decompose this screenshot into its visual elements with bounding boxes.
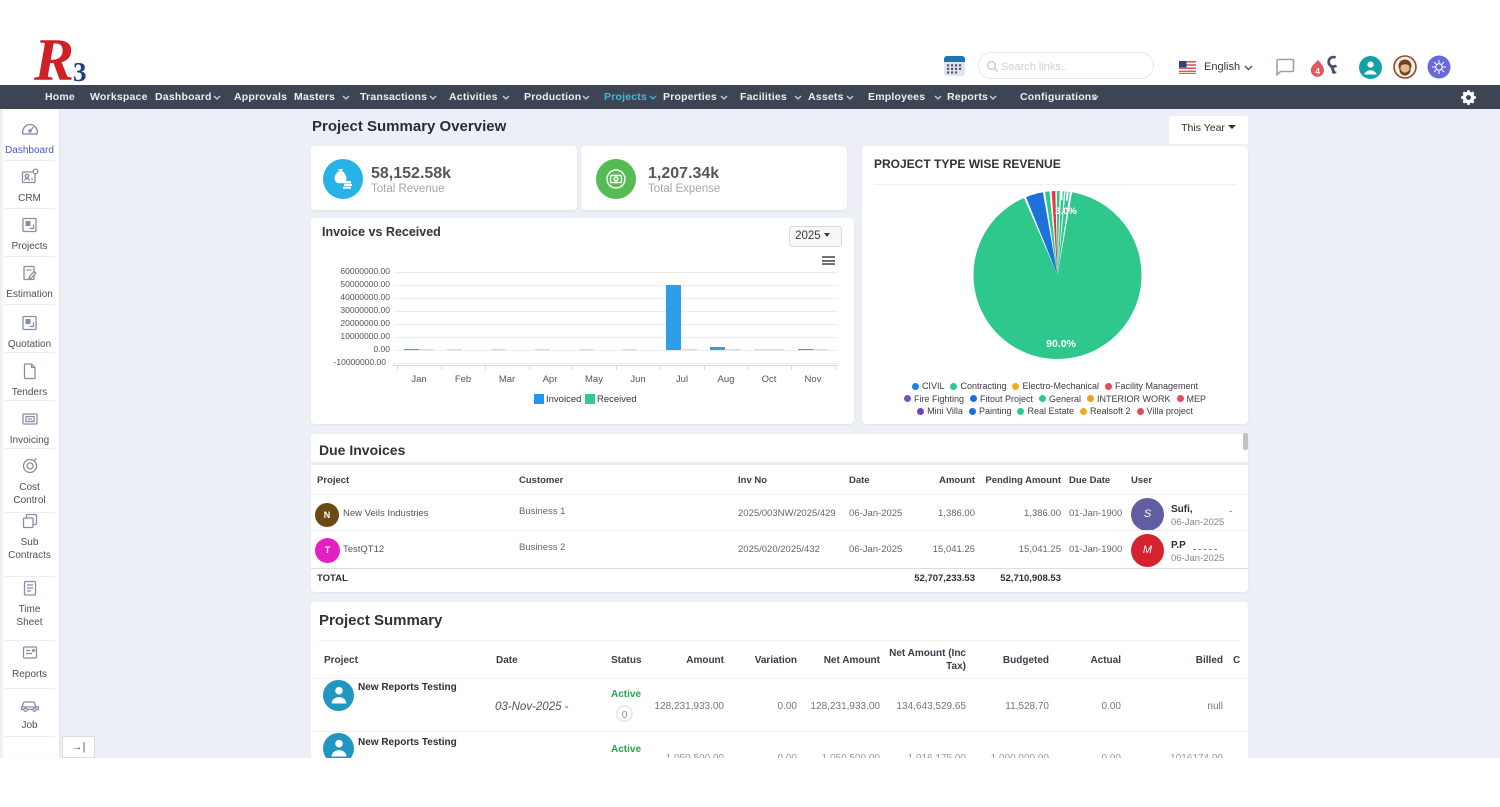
svg-text:4: 4	[1315, 66, 1320, 76]
svg-text:3.0%: 3.0%	[1055, 206, 1077, 217]
svg-text:90.0%: 90.0%	[1046, 338, 1076, 350]
